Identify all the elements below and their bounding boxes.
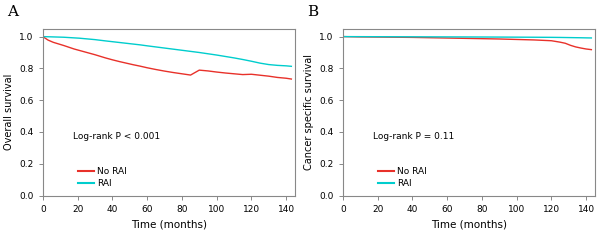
Y-axis label: Cancer specific survival: Cancer specific survival xyxy=(304,54,314,170)
Text: A: A xyxy=(8,5,19,19)
Text: B: B xyxy=(308,5,319,19)
Text: Log-rank P < 0.001: Log-rank P < 0.001 xyxy=(73,132,160,141)
Text: Log-rank P = 0.11: Log-rank P = 0.11 xyxy=(373,132,454,141)
Y-axis label: Overall survival: Overall survival xyxy=(4,74,14,150)
Legend: No RAI, RAI: No RAI, RAI xyxy=(77,167,127,188)
X-axis label: Time (months): Time (months) xyxy=(131,219,207,229)
X-axis label: Time (months): Time (months) xyxy=(431,219,507,229)
Legend: No RAI, RAI: No RAI, RAI xyxy=(377,167,427,188)
